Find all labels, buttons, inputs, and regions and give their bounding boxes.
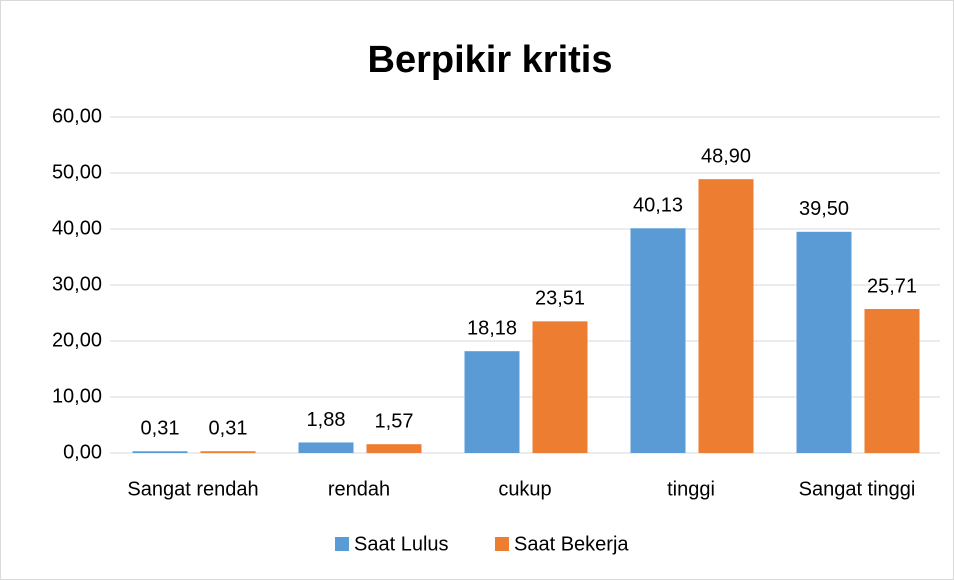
data-label: 1,88 [307,409,346,431]
legend-swatch [335,537,349,551]
data-label: 0,31 [141,418,180,440]
data-label: 39,50 [799,198,849,220]
bar [630,228,686,453]
bar [200,451,256,453]
y-tick-label: 0,00 [63,441,102,463]
bar [864,309,920,453]
y-tick-label: 40,00 [52,217,102,239]
x-tick-label: Sangat rendah [127,478,258,500]
data-label: 40,13 [633,195,683,217]
data-label: 0,31 [209,418,248,440]
y-tick-label: 10,00 [52,385,102,407]
bar [298,442,354,453]
bar [532,321,588,453]
x-tick-label: cukup [498,478,551,500]
bar [698,179,754,453]
bar [366,444,422,453]
bar [132,451,188,453]
x-tick-label: Sangat tinggi [799,478,916,500]
bar [796,231,852,453]
y-tick-label: 30,00 [52,273,102,295]
y-tick-label: 20,00 [52,329,102,351]
x-tick-label: tinggi [667,478,715,500]
legend-label: Saat Lulus [354,533,449,555]
data-label: 1,57 [375,410,414,432]
y-tick-label: 50,00 [52,161,102,183]
legend-label: Saat Bekerja [514,533,629,555]
x-tick-label: rendah [328,478,390,500]
legend-swatch [495,537,509,551]
bar [464,351,520,453]
data-label: 48,90 [701,145,751,167]
data-label: 23,51 [535,288,585,310]
y-tick-label: 60,00 [52,105,102,127]
data-label: 25,71 [867,275,917,297]
chart-title: Berpikir kritis [368,39,613,81]
data-label: 18,18 [467,317,517,339]
